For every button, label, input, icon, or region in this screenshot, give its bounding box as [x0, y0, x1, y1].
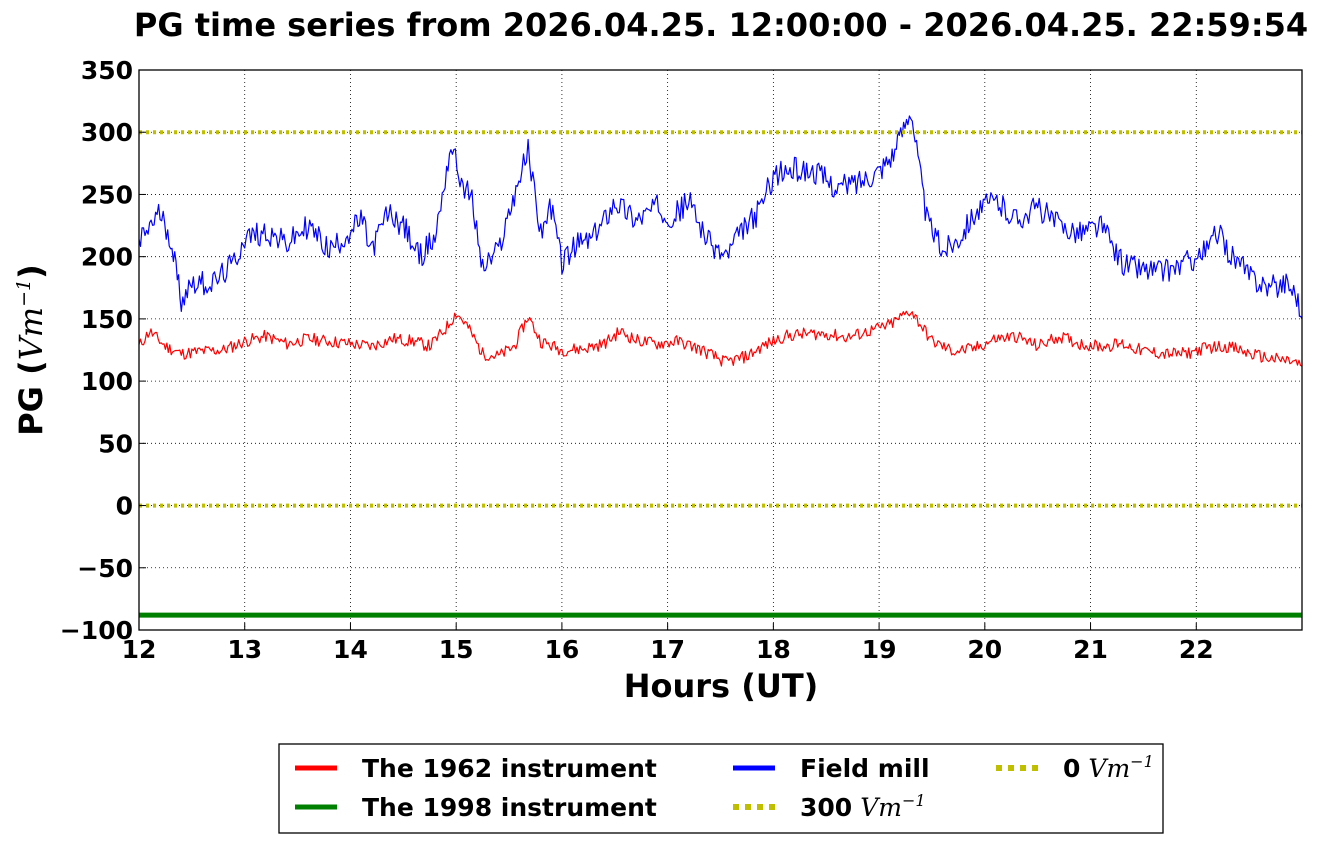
- x-tick-label: 12: [122, 635, 157, 664]
- legend-label-value: The 1962 instrument: [362, 754, 657, 783]
- y-tick-label: −50: [77, 554, 133, 583]
- legend-label: 300 Vm−1: [800, 791, 926, 822]
- y-tick-label: 0: [116, 492, 133, 521]
- legend-label: The 1998 instrument: [362, 793, 657, 822]
- y-tick-label: 300: [81, 118, 133, 147]
- legend: The 1962 instrument The 1998 instrument Fi…: [278, 743, 1164, 834]
- legend-box: [278, 743, 1164, 834]
- grid-lines: [138, 69, 1302, 631]
- x-tick-label: 20: [967, 635, 1002, 664]
- y-tick-label: 250: [81, 180, 133, 209]
- y-tick-label: 200: [81, 243, 133, 272]
- legend-label-superscript: −1: [1130, 752, 1154, 771]
- axis-ticks: 12 13 14 15 16 17 18 19 20 21 22 350 300 250 200 150 100…: [60, 56, 1214, 664]
- y-tick-label: 100: [81, 367, 133, 396]
- y-tick-label: −100: [60, 616, 133, 645]
- y-axis-label: PG (Vm−1): [12, 264, 50, 436]
- legend-label: Field mill: [800, 754, 930, 783]
- y-tick-label: 150: [81, 305, 133, 334]
- plot-frame: [138, 69, 1303, 631]
- legend-label: 0 Vm−1: [1063, 752, 1154, 783]
- y-axis-label-unit: Vm: [12, 307, 50, 360]
- legend-label-value: The 1998 instrument: [362, 793, 657, 822]
- y-axis-label-main: PG (: [12, 360, 50, 435]
- legend-label-unit: Vm: [860, 793, 902, 822]
- series-line: [138, 310, 1303, 367]
- y-tick-label: 350: [81, 56, 133, 85]
- x-tick-label: 16: [545, 635, 580, 664]
- legend-label-value: 0: [1063, 754, 1080, 783]
- legend-label-value: Field mill: [800, 754, 930, 783]
- series-layer: [138, 115, 1303, 618]
- x-tick-label: 22: [1179, 635, 1214, 664]
- series-line: [138, 115, 1303, 320]
- legend-label-unit: Vm: [1088, 754, 1130, 783]
- x-tick-label: 17: [650, 635, 685, 664]
- chart-title: PG time series from 2026.04.25. 12:00:00…: [134, 6, 1308, 44]
- x-tick-label: 14: [333, 635, 368, 664]
- legend-label-value: 300: [800, 793, 852, 822]
- y-axis-label-close: ): [12, 264, 50, 279]
- x-tick-label: 21: [1073, 635, 1108, 664]
- legend-label: The 1962 instrument: [362, 754, 657, 783]
- y-tick-label: 50: [98, 429, 133, 458]
- y-axis-label-superscript: −1: [13, 279, 35, 307]
- x-tick-label: 13: [227, 635, 262, 664]
- x-axis-label: Hours (UT): [624, 667, 819, 705]
- x-tick-label: 15: [439, 635, 474, 664]
- x-tick-label: 18: [756, 635, 791, 664]
- legend-label-superscript: −1: [902, 791, 926, 810]
- x-tick-label: 19: [862, 635, 897, 664]
